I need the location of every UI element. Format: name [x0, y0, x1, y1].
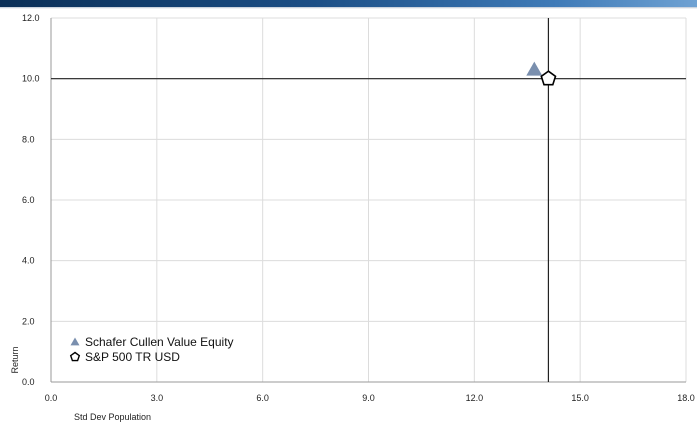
- legend-label: Schafer Cullen Value Equity: [85, 335, 234, 349]
- legend-pentagon-icon: [69, 351, 81, 362]
- y-tick-label: 6.0: [22, 195, 35, 205]
- x-tick-label: 6.0: [256, 393, 269, 403]
- grid-lines: [50, 17, 687, 383]
- legend-triangle-icon: [70, 337, 80, 346]
- header-accent-shadow: [0, 7, 697, 9]
- y-axis-title: Return: [10, 346, 20, 373]
- x-tick-label: 9.0: [362, 393, 375, 403]
- point-schafer-cullen-value-equity: [526, 61, 543, 76]
- header-accent-bar: [0, 0, 697, 7]
- y-tick-label: 12.0: [22, 13, 40, 23]
- axes: 0.0 3.0 6.0 9.0 12.0 15.0 18.0 0.0 2.0 4.0 6.0 8.0 1…: [10, 13, 695, 422]
- y-tick-label: 4.0: [22, 256, 35, 266]
- x-tick-label: 0.0: [45, 393, 58, 403]
- x-tick-label: 15.0: [571, 393, 589, 403]
- legend-label: S&P 500 TR USD: [85, 350, 180, 364]
- point-sp-500-tr-usd: [540, 70, 557, 86]
- x-tick-label: 3.0: [151, 393, 164, 403]
- y-tick-label: 2.0: [22, 316, 35, 326]
- x-axis-title: Std Dev Population: [74, 412, 151, 422]
- y-tick-label: 8.0: [22, 134, 35, 144]
- data-points: [526, 61, 557, 86]
- y-tick-label: 10.0: [22, 74, 40, 84]
- x-tick-label: 18.0: [677, 393, 695, 403]
- x-tick-label: 12.0: [466, 393, 484, 403]
- y-tick-label: 0.0: [22, 377, 35, 387]
